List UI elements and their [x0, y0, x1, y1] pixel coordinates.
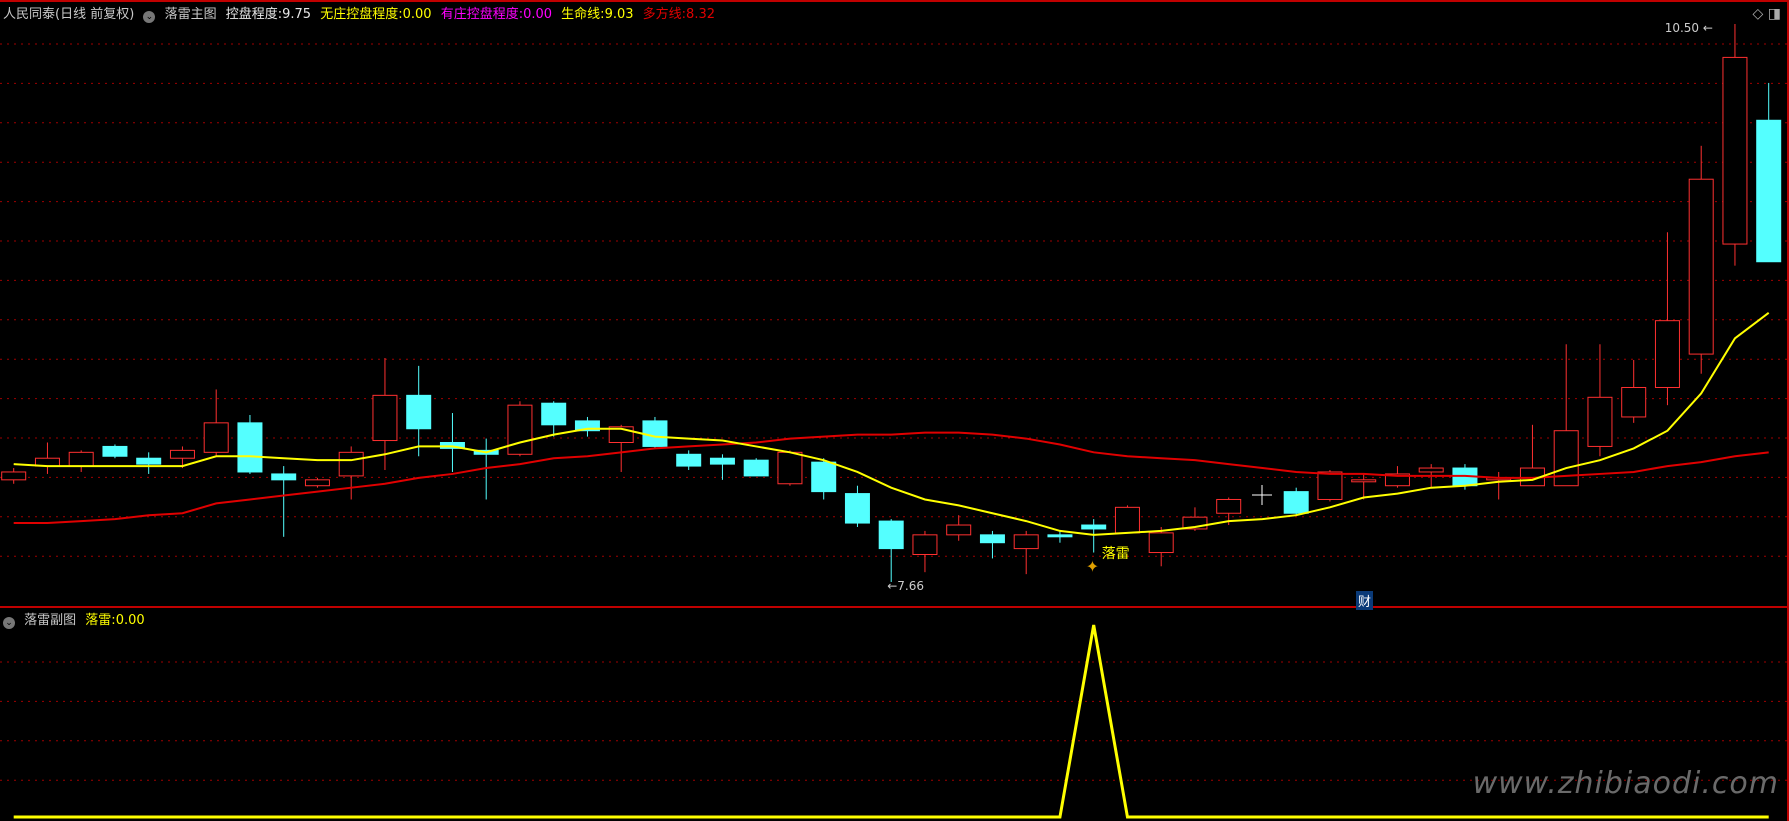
candle-down [811, 461, 837, 493]
kongpan-value: 9.75 [282, 7, 312, 22]
candle-up [1182, 516, 1208, 530]
candle-down [642, 420, 668, 447]
wuzhuang-value: 0.00 [402, 7, 432, 22]
candle-up [507, 404, 533, 455]
low-price-label: ←7.66 [887, 579, 924, 593]
stock-name: 人民同泰(日线 前复权) [3, 7, 135, 22]
candle-up [1418, 467, 1444, 473]
sub-header: ⌄ 落雷副图 落雷:0.00 [3, 609, 150, 629]
candle-down [844, 493, 870, 524]
candle-down [1283, 491, 1309, 514]
life-line [13, 312, 1770, 536]
candle-up [1587, 396, 1613, 447]
candle-up [1553, 430, 1579, 487]
chevron-down-icon[interactable]: ⌄ [3, 617, 15, 629]
candle-up [1148, 532, 1174, 554]
youzhuang-value: 0.00 [523, 7, 553, 22]
bull-line-label: 多方线: [642, 7, 687, 22]
candle-up [1216, 498, 1242, 514]
candle-down [102, 445, 128, 457]
wuzhuang-label: 无庄控盘程度: [320, 7, 403, 22]
candle-up [1621, 386, 1647, 418]
watermark: www.zhibiaodi.com [1472, 766, 1779, 801]
signal-label: 落雷 [1102, 546, 1130, 562]
candle-up [1351, 479, 1377, 483]
candle-down [574, 420, 600, 432]
diamond-icon[interactable]: ◇ [1752, 6, 1764, 22]
finance-badge[interactable]: 财 [1356, 591, 1374, 610]
candle-up [1317, 471, 1343, 500]
sub-indicator-name[interactable]: 落雷副图 [24, 613, 77, 628]
top-border [0, 0, 1789, 2]
main-header: 人民同泰(日线 前复权) ⌄ 落雷主图 控盘程度:9.75 无庄控盘程度:0.0… [3, 3, 720, 23]
candle-down [709, 457, 735, 465]
candle-up [1114, 506, 1140, 534]
candle-up [1013, 534, 1039, 550]
candle-down [1081, 524, 1107, 530]
panel-controls: ◇ ◨ [1753, 6, 1781, 22]
luolei-line [13, 624, 1769, 819]
luolei-label: 落雷: [85, 613, 116, 628]
candle-up [372, 394, 398, 442]
high-price-label: 10.50 ← [1665, 21, 1713, 35]
candle-up [338, 451, 364, 477]
youzhuang-label: 有庄控盘程度: [440, 7, 524, 22]
candle-down [979, 534, 1005, 544]
chevron-down-icon[interactable]: ⌄ [143, 11, 156, 23]
candle-down [271, 473, 297, 481]
candle-down [541, 402, 567, 426]
panel-toggle-icon[interactable]: ◨ [1767, 6, 1781, 22]
candle-up [1722, 56, 1748, 245]
life-line-label: 生命线: [561, 7, 605, 22]
candle-down [1756, 119, 1782, 263]
indicator-name[interactable]: 落雷主图 [164, 7, 217, 22]
luolei-value: 0.00 [115, 613, 145, 628]
candle-down [878, 520, 904, 550]
candle-up [169, 449, 195, 459]
candle-up [912, 534, 938, 555]
life-line-value: 9.03 [604, 7, 634, 22]
panel-separator[interactable] [0, 606, 1789, 608]
candle-down [743, 459, 769, 477]
candle-up [946, 524, 972, 536]
candle-down [1047, 534, 1073, 538]
candle-up [304, 479, 330, 487]
candle-up [68, 451, 94, 467]
candle-down [406, 394, 432, 430]
candle-up [1688, 178, 1714, 355]
right-border [1787, 0, 1789, 821]
candle-up [1654, 320, 1680, 388]
candle-up [203, 422, 229, 453]
candle-down [676, 453, 702, 467]
candle-up [777, 451, 803, 485]
butterfly-icon: ✦ [1086, 557, 1099, 576]
candle-up [1384, 473, 1410, 487]
bull-line-value: 8.32 [686, 7, 715, 22]
kongpan-label: 控盘程度: [225, 7, 283, 22]
candle-down [136, 457, 162, 465]
candle-down [237, 422, 263, 473]
candle-up [1, 471, 27, 481]
bull-line [13, 431, 1769, 525]
